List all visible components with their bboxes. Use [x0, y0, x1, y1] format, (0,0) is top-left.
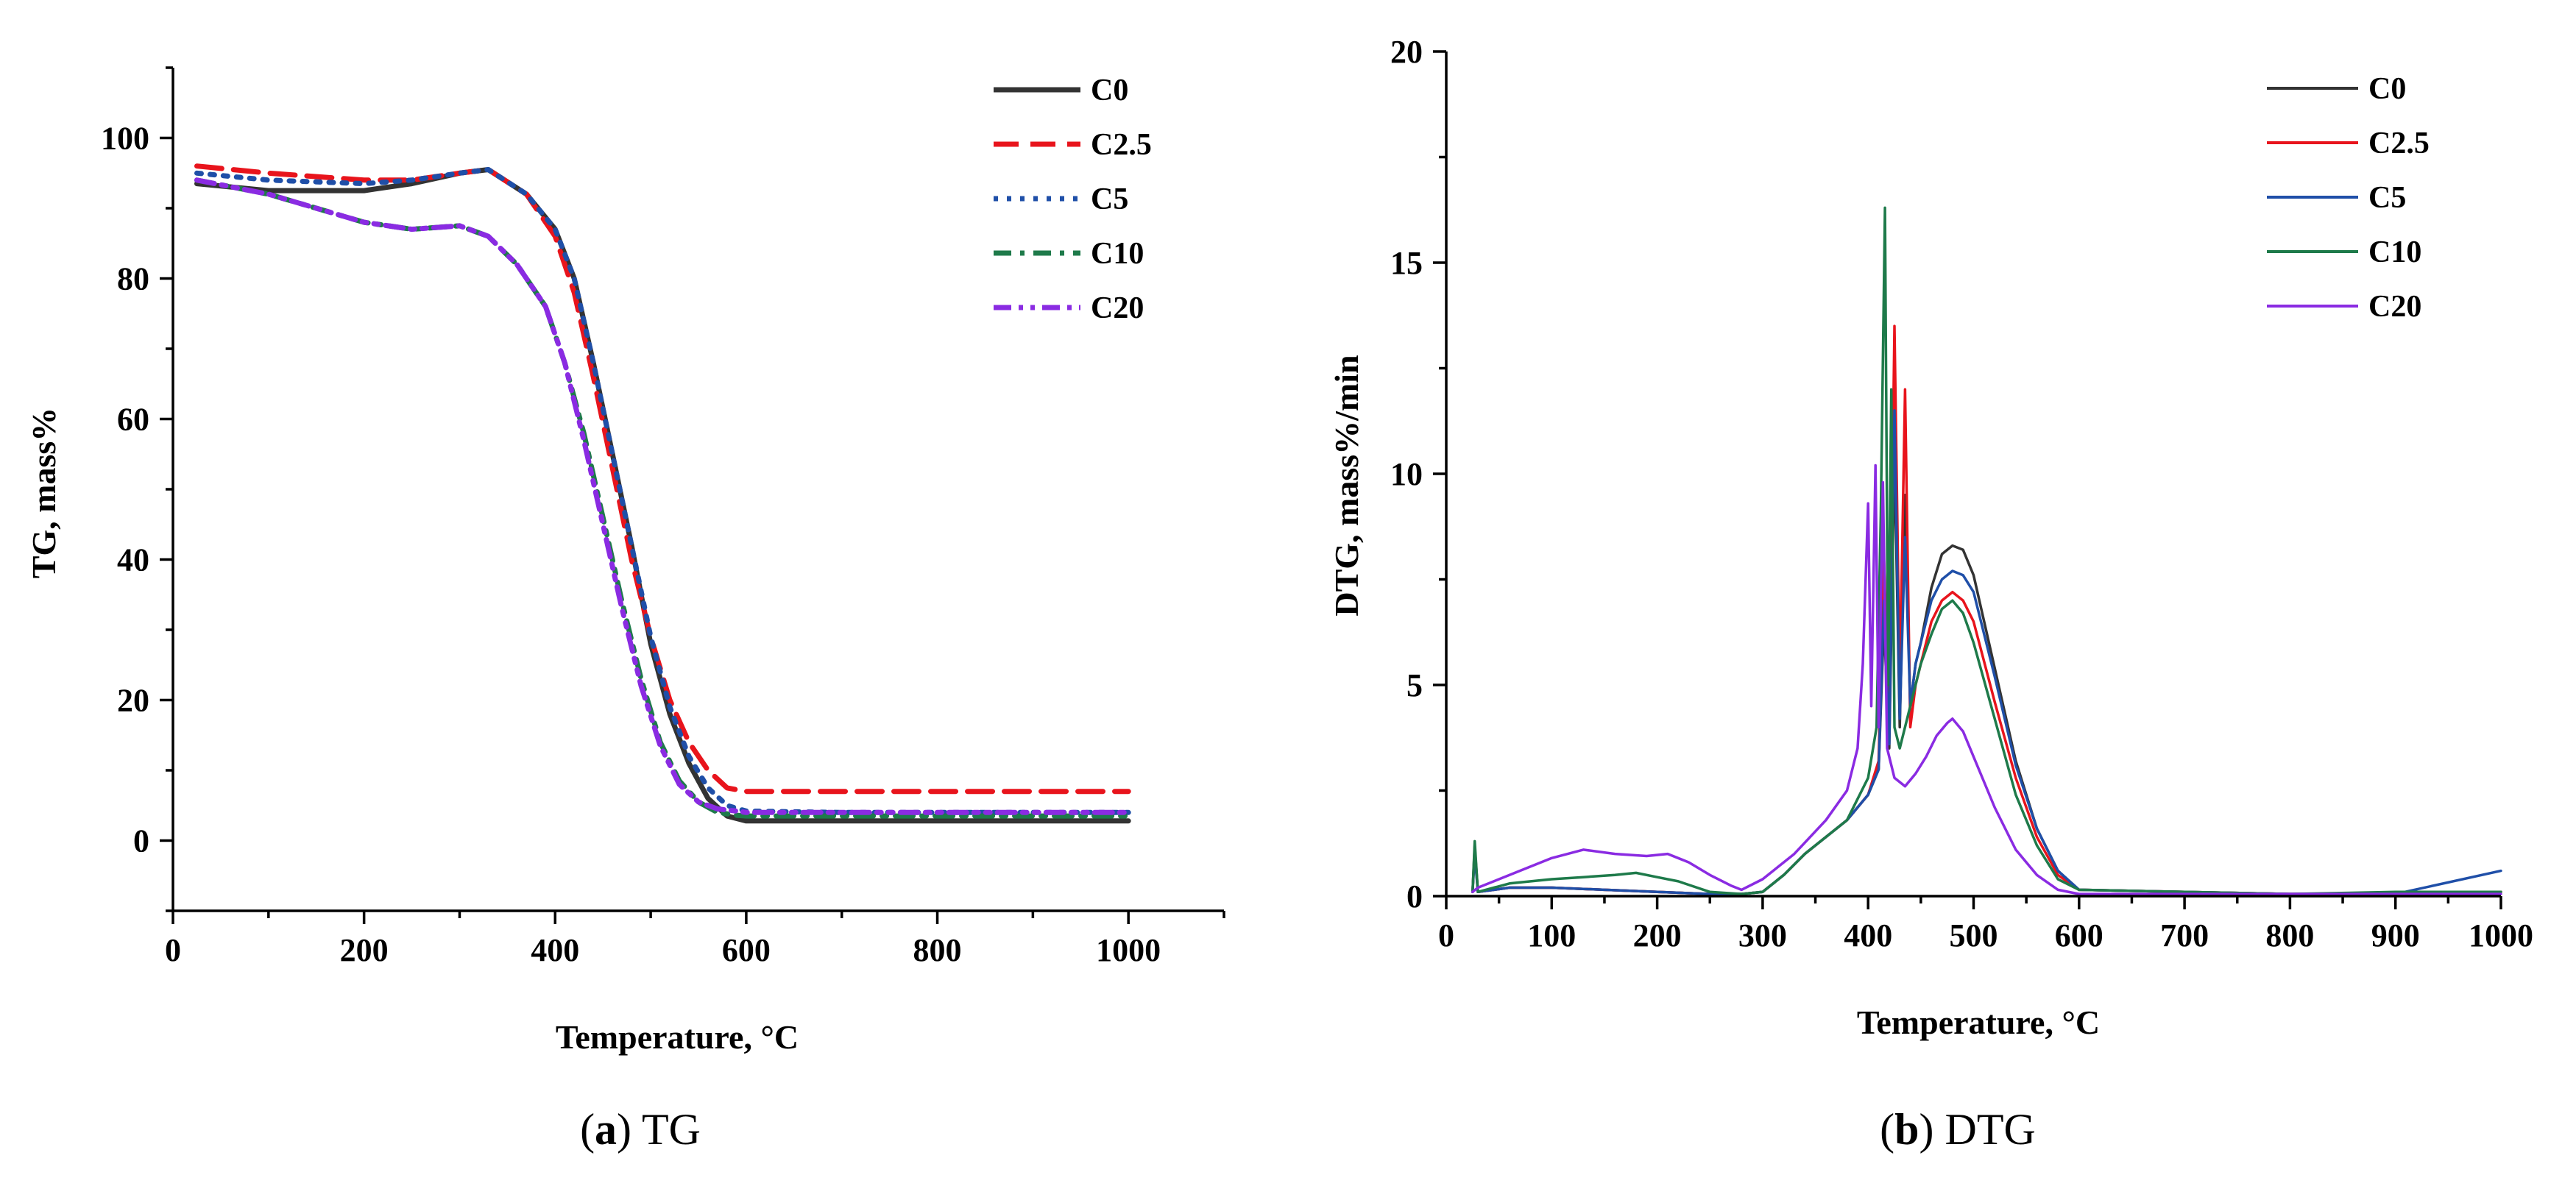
tg-y-axis-label: TG, mass%: [25, 408, 63, 579]
dtg-x-tick-label: 900: [2371, 917, 2420, 954]
dtg-panel: 0 100 200 300 400 500 600 700 800 900 1000 0 5 10 15 20…: [1328, 34, 2533, 1154]
tg-x-tick-label: 800: [913, 932, 962, 968]
tg-series-C2-5-line: [194, 163, 1131, 795]
tg-x-axis-label: Temperature, °C: [556, 1018, 799, 1056]
dtg-legend-label-C10: C10: [2368, 235, 2421, 269]
dtg-x-tick-label: 400: [1844, 917, 1892, 954]
dtg-series-C10-line: [1471, 206, 2502, 895]
dtg-x-tick-label: 200: [1633, 917, 1682, 954]
tg-y-tick-label: 60: [117, 402, 149, 438]
tg-legend: C0 C2.5 C5 C10 C20: [994, 74, 1152, 325]
tg-series-C5-line: [194, 167, 1131, 815]
tg-caption-letter: a: [595, 1105, 617, 1154]
tg-panel: 0 200 400 600 800 1000 0 20 40 60 80 100 C0 C2.5 C5 C1…: [25, 66, 1225, 1154]
tg-legend-label-C2-5: C2.5: [1091, 128, 1152, 162]
dtg-legend: C0 C2.5 C5 C10 C20: [2267, 72, 2430, 324]
dtg-legend-label-C20: C20: [2368, 290, 2421, 324]
dtg-y-tick-label: 5: [1406, 667, 1423, 703]
tg-x-tick-label: 200: [340, 932, 389, 968]
tg-x-tick-label: 1000: [1096, 932, 1161, 968]
dtg-x-tick-label: 0: [1438, 917, 1454, 954]
dtg-x-tick-label: 500: [1950, 917, 1998, 954]
tg-x-tick-label: 0: [165, 932, 181, 968]
dtg-caption-letter: b: [1894, 1105, 1919, 1154]
dtg-y-tick-label: 0: [1406, 878, 1423, 915]
dtg-series-C20-line: [1471, 464, 2502, 895]
dtg-caption-text: DTG: [1945, 1105, 2036, 1154]
tg-legend-label-C0: C0: [1091, 74, 1128, 107]
tg-y-tick-label: 0: [133, 823, 149, 859]
dtg-y-tick-label: 20: [1390, 34, 1423, 70]
tg-series-C0-line: [194, 167, 1131, 824]
dtg-legend-label-C2-5: C2.5: [2368, 127, 2430, 160]
dtg-series-group: [1471, 206, 2502, 895]
tg-y-tick-label: 80: [117, 261, 149, 297]
tg-legend-label-C10: C10: [1091, 237, 1144, 271]
tg-series-group: [194, 163, 1131, 824]
dtg-y-tick-label: 15: [1390, 245, 1423, 281]
tg-x-tick-label: 600: [722, 932, 771, 968]
tg-y-tick-label: 100: [101, 121, 149, 157]
dtg-x-tick-label: 700: [2160, 917, 2209, 954]
dtg-legend-label-C5: C5: [2368, 181, 2406, 215]
tg-x-tick-label: 400: [531, 932, 579, 968]
tg-y-tick-label: 20: [117, 683, 149, 719]
dtg-x-tick-label: 100: [1527, 917, 1576, 954]
tg-series-C20-line: [194, 177, 1131, 815]
tg-caption: (a) TG: [580, 1105, 701, 1154]
dtg-x-tick-label: 800: [2265, 917, 2314, 954]
dtg-series-C5-line: [1471, 409, 2502, 895]
dtg-x-tick-label: 1000: [2469, 917, 2533, 954]
dtg-caption: (b) DTG: [1880, 1105, 2036, 1154]
dtg-x-tick-label: 300: [1738, 917, 1787, 954]
tg-series-C10-line: [194, 177, 1131, 819]
tg-caption-text: TG: [642, 1105, 701, 1154]
dtg-series-C2-5-line: [1471, 324, 2502, 895]
dtg-y-tick-label: 10: [1390, 456, 1423, 492]
dtg-legend-label-C0: C0: [2368, 72, 2406, 106]
dtg-x-axis-label: Temperature, °C: [1857, 1004, 2100, 1041]
tg-legend-label-C20: C20: [1091, 291, 1144, 325]
dtg-x-tick-label: 600: [2055, 917, 2103, 954]
dtg-y-axis-label: DTG, mass%/min: [1328, 355, 1365, 616]
tg-y-tick-label: 40: [117, 542, 149, 578]
tg-legend-label-C5: C5: [1091, 182, 1128, 216]
